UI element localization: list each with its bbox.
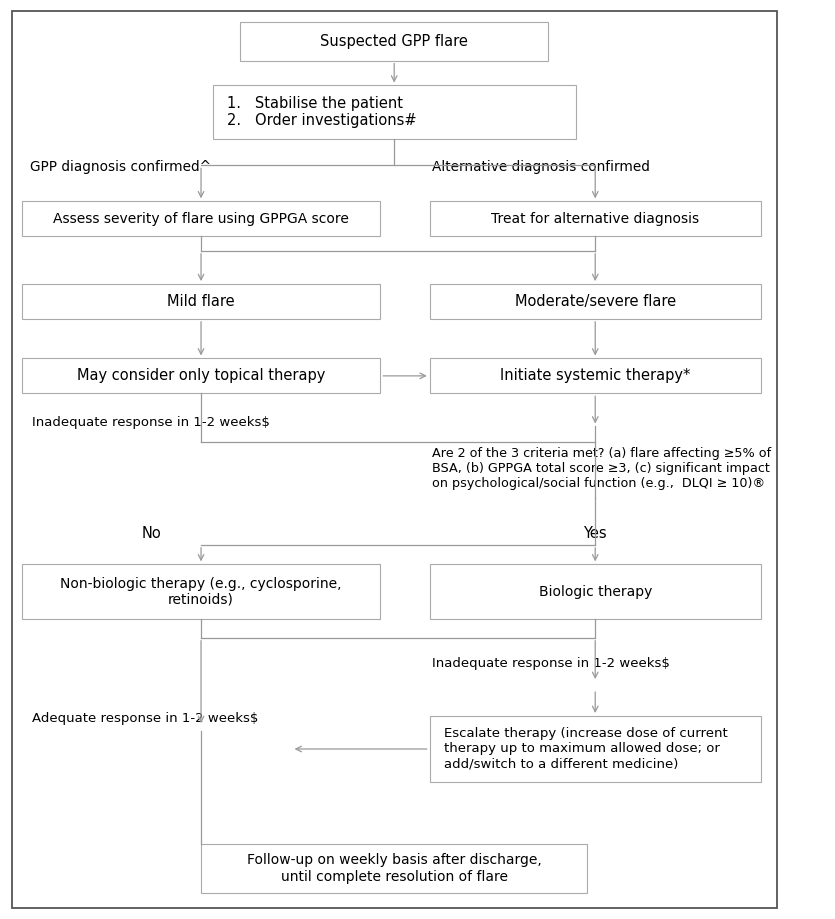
Text: 1.   Stabilise the patient
2.   Order investigations#: 1. Stabilise the patient 2. Order invest… [227, 96, 417, 129]
FancyBboxPatch shape [430, 564, 761, 619]
FancyBboxPatch shape [430, 284, 761, 319]
FancyBboxPatch shape [430, 201, 761, 236]
FancyBboxPatch shape [22, 358, 381, 393]
FancyBboxPatch shape [430, 358, 761, 393]
Text: Suspected GPP flare: Suspected GPP flare [321, 34, 468, 49]
Text: Biologic therapy: Biologic therapy [539, 584, 652, 599]
Text: Assess severity of flare using GPPGA score: Assess severity of flare using GPPGA sco… [53, 211, 349, 226]
Text: Adequate response in 1-2 weeks$: Adequate response in 1-2 weeks$ [32, 712, 258, 725]
FancyBboxPatch shape [22, 284, 381, 319]
Text: Initiate systemic therapy*: Initiate systemic therapy* [500, 369, 691, 383]
Text: Mild flare: Mild flare [167, 294, 235, 309]
Text: GPP diagnosis confirmed^: GPP diagnosis confirmed^ [30, 160, 211, 175]
Text: Non-biologic therapy (e.g., cyclosporine,
retinoids): Non-biologic therapy (e.g., cyclosporine… [60, 577, 342, 607]
Text: No: No [141, 526, 161, 540]
Text: May consider only topical therapy: May consider only topical therapy [77, 369, 325, 383]
FancyBboxPatch shape [201, 844, 587, 893]
Text: Follow-up on weekly basis after discharge,
until complete resolution of flare: Follow-up on weekly basis after discharg… [247, 854, 542, 883]
FancyBboxPatch shape [240, 22, 548, 61]
Text: Escalate therapy (increase dose of current
therapy up to maximum allowed dose; o: Escalate therapy (increase dose of curre… [444, 728, 727, 770]
Text: Treat for alternative diagnosis: Treat for alternative diagnosis [491, 211, 699, 226]
Text: Yes: Yes [584, 526, 607, 540]
Text: Inadequate response in 1-2 weeks$: Inadequate response in 1-2 weeks$ [432, 657, 670, 670]
Text: Are 2 of the 3 criteria met? (a) flare affecting ≥5% of
BSA, (b) GPPGA total sco: Are 2 of the 3 criteria met? (a) flare a… [432, 448, 772, 490]
Text: Inadequate response in 1-2 weeks$: Inadequate response in 1-2 weeks$ [32, 416, 270, 429]
Text: Alternative diagnosis confirmed: Alternative diagnosis confirmed [432, 160, 650, 175]
FancyBboxPatch shape [22, 564, 381, 619]
Text: Moderate/severe flare: Moderate/severe flare [514, 294, 676, 309]
FancyBboxPatch shape [213, 85, 575, 139]
FancyBboxPatch shape [12, 11, 777, 908]
FancyBboxPatch shape [430, 716, 761, 782]
FancyBboxPatch shape [22, 201, 381, 236]
